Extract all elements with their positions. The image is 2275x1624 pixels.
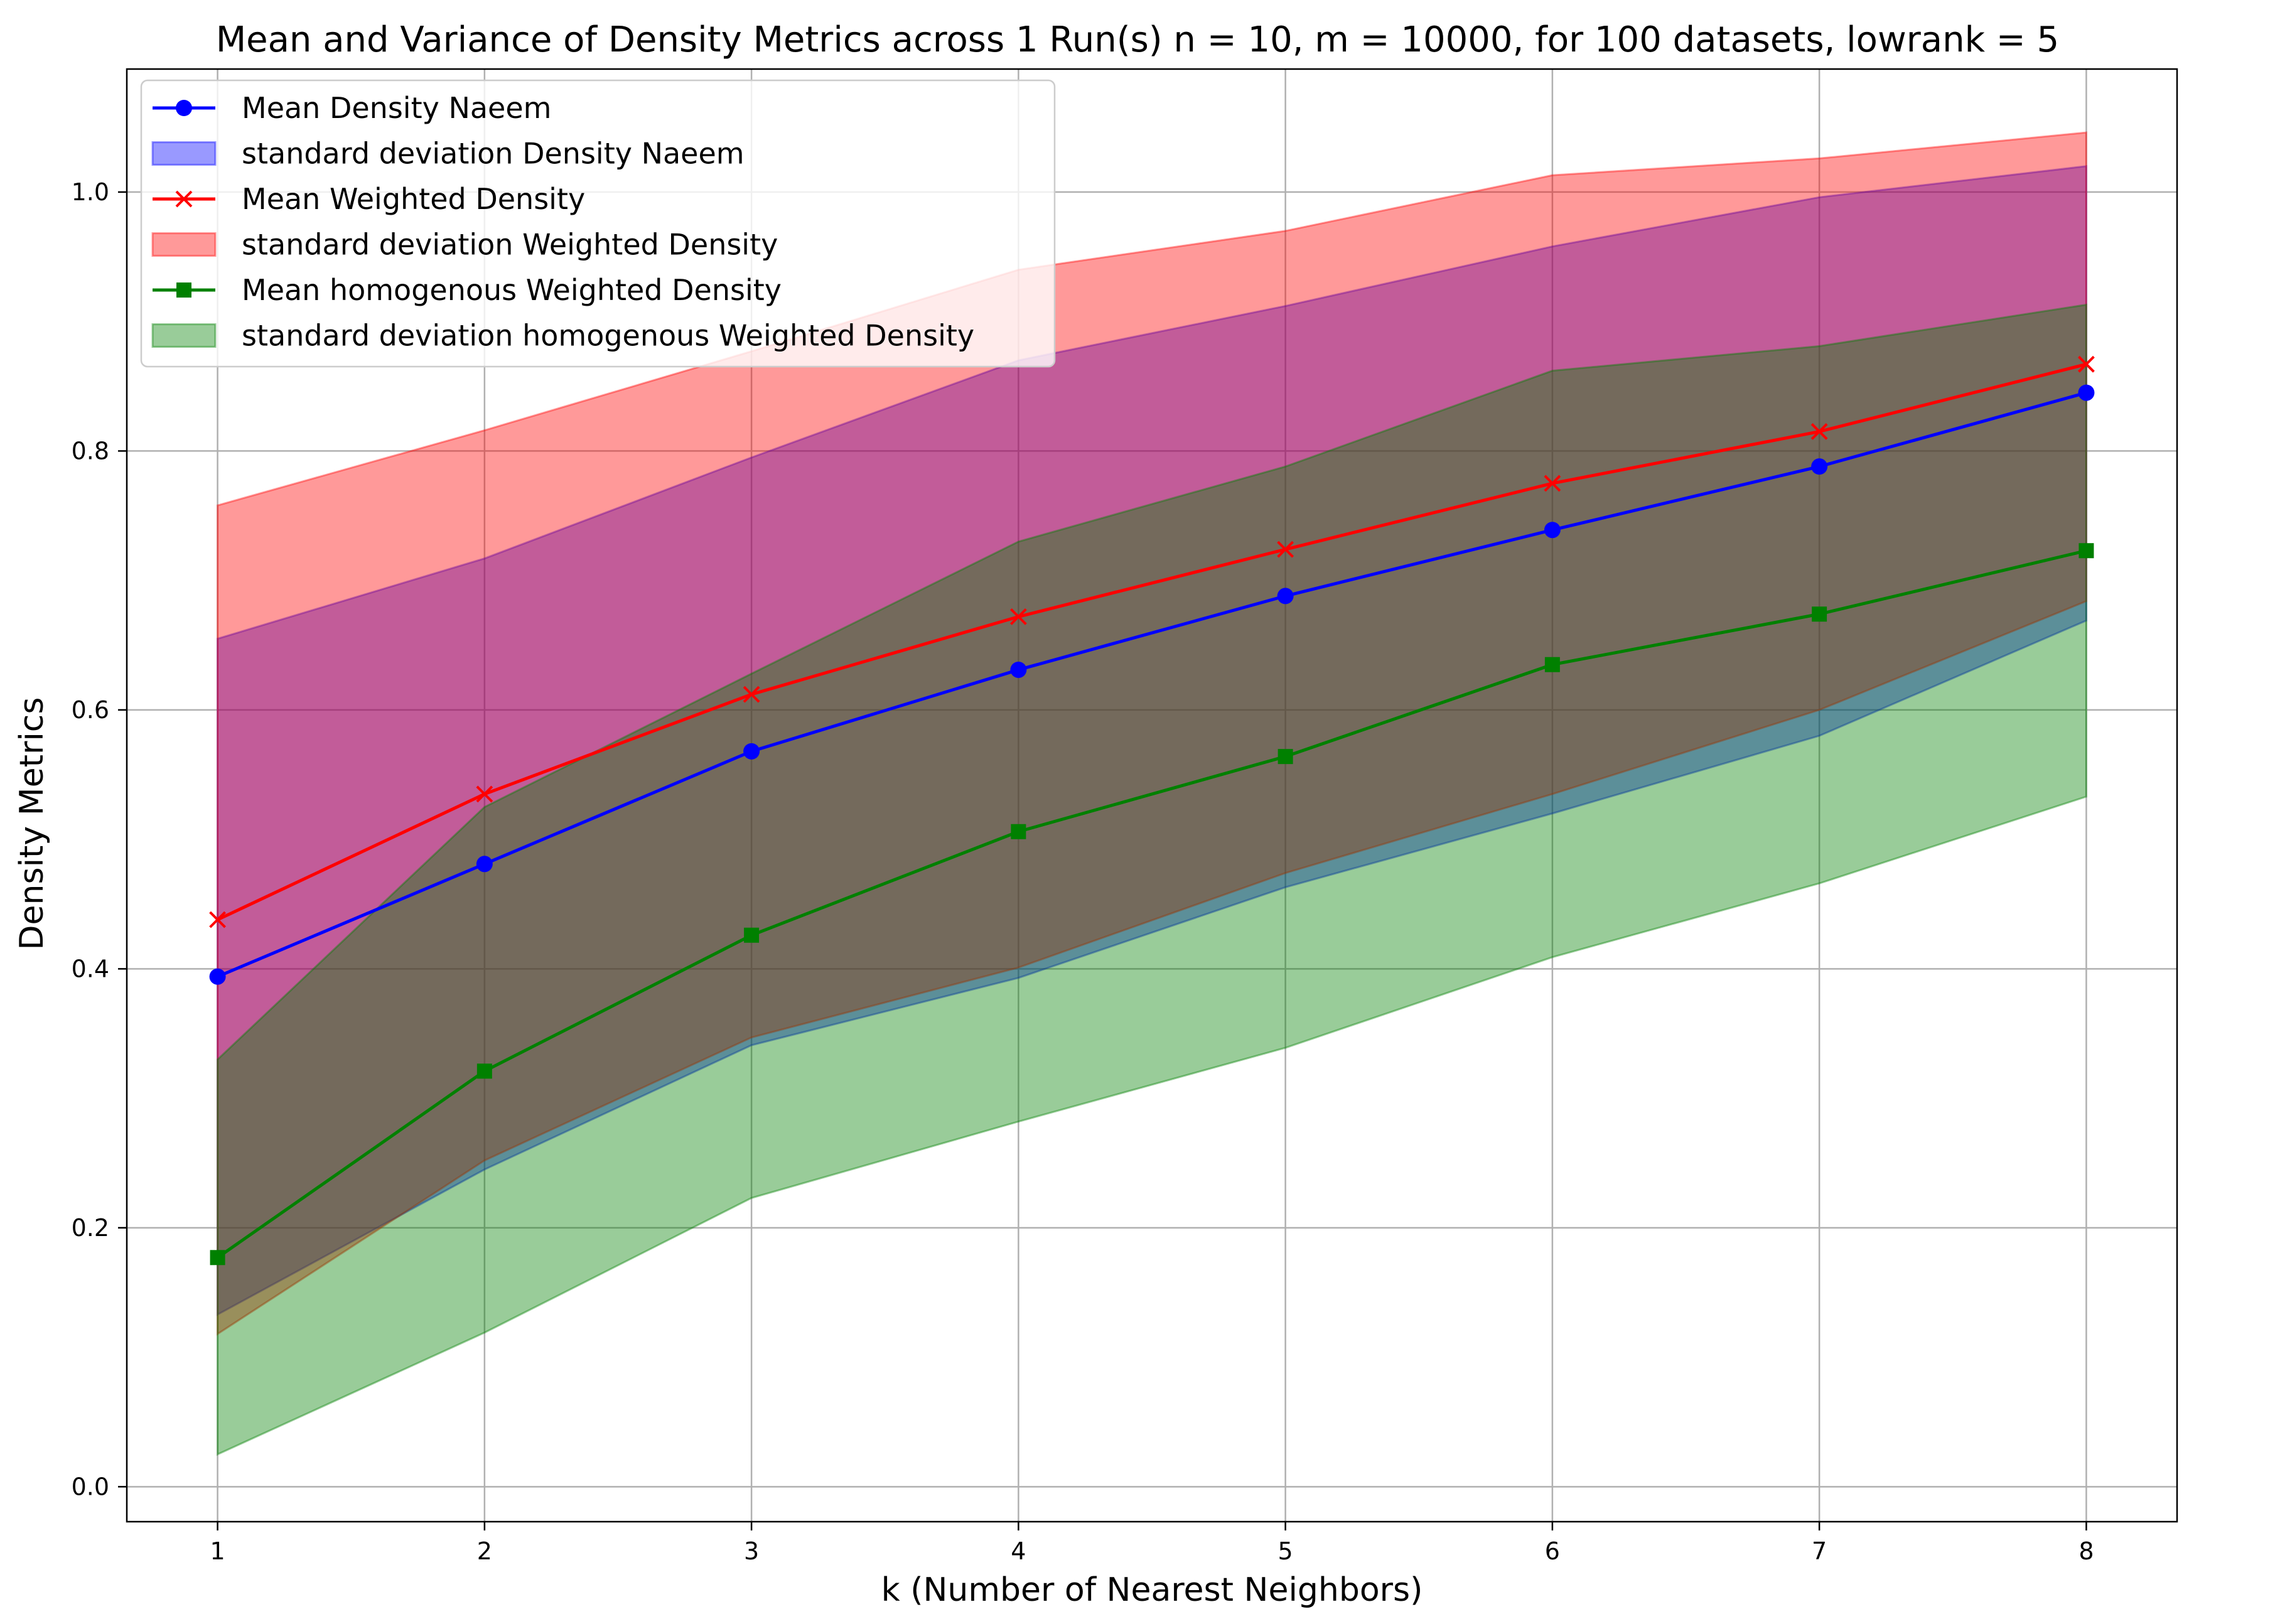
y-tick-label: 1.0 [72,178,109,206]
data-point-series-1 [209,911,227,928]
y-tick-label: 0.4 [72,955,109,982]
chart-title: Mean and Variance of Density Metrics acr… [216,19,2059,60]
x-tick-label: 5 [1278,1537,1293,1565]
data-point-series-0 [209,968,226,985]
data-point-series-0 [1544,522,1561,539]
data-point-series-0 [1277,588,1294,605]
legend-band-swatch [151,323,217,348]
data-point-series-0 [2078,384,2095,401]
std-band-series-2 [217,303,2087,1456]
x-tick-label: 1 [210,1537,225,1565]
legend-marker [176,100,192,116]
axis-ticks: 1 2 3 4 5 6 7 8 0.0 0.2 0.4 0.6 0.8 1.0 [72,178,2094,1565]
data-point-series-0 [1811,458,1828,475]
data-point-series-2 [476,1063,492,1079]
data-point-series-2 [1544,657,1560,672]
data-point-series-0 [476,856,493,873]
x-tick-label: 4 [1011,1537,1026,1565]
y-axis-label: Density Metrics [13,697,51,950]
legend: Mean Density Naeem standard deviation Den… [140,79,1056,368]
data-point-series-1 [1544,475,1561,492]
mean-line-series-0 [217,391,2087,979]
y-tick-label: 0.2 [72,1214,109,1242]
data-point-series-1 [476,785,493,803]
data-point-series-2 [1277,749,1293,765]
std-band-series-0 [217,164,2087,1316]
x-tick-label: 8 [2079,1537,2094,1565]
data-point-series-1 [2077,355,2095,373]
mean-line-series-2 [217,549,2087,1259]
plot-frame [126,68,2178,1523]
data-point-series-2 [744,927,760,943]
data-point-series-2 [210,1250,225,1266]
x-axis-label: k (Number of Nearest Neighbors) [881,1571,1423,1609]
y-tick-label: 0.0 [72,1473,109,1500]
mean-lines [209,355,2095,1266]
data-point-series-2 [1812,606,1827,622]
data-point-series-1 [1277,540,1294,558]
data-point-series-1 [1810,423,1828,440]
x-tick-label: 7 [1812,1537,1827,1565]
legend-entry-label: Mean Density Naeem [242,91,551,125]
legend-entry-label: standard deviation Density Naeem [242,137,745,171]
legend-marker [175,190,193,208]
legend-entry-label: standard deviation Weighted Density [242,228,778,262]
legend-band-swatch [151,232,217,257]
y-tick-label: 0.8 [72,437,109,465]
x-tick-label: 2 [477,1537,492,1565]
data-point-series-0 [743,743,760,760]
legend-entry-label: Mean Weighted Density [242,182,585,216]
legend-entry-label: standard deviation homogenous Weighted D… [242,319,974,353]
mean-line-series-1 [217,362,2087,922]
data-point-series-2 [1011,824,1026,839]
data-point-series-1 [1009,608,1027,625]
x-tick-label: 6 [1545,1537,1560,1565]
std-bands [217,131,2087,1456]
y-tick-label: 0.6 [72,696,109,724]
legend-marker [176,282,191,298]
data-point-series-2 [2079,543,2094,559]
data-point-series-0 [1010,661,1027,678]
x-tick-label: 3 [744,1537,759,1565]
legend-entry-label: Mean homogenous Weighted Density [242,273,782,307]
legend-band-swatch [151,141,217,166]
data-point-series-1 [743,686,760,703]
legend-box [140,79,1056,368]
